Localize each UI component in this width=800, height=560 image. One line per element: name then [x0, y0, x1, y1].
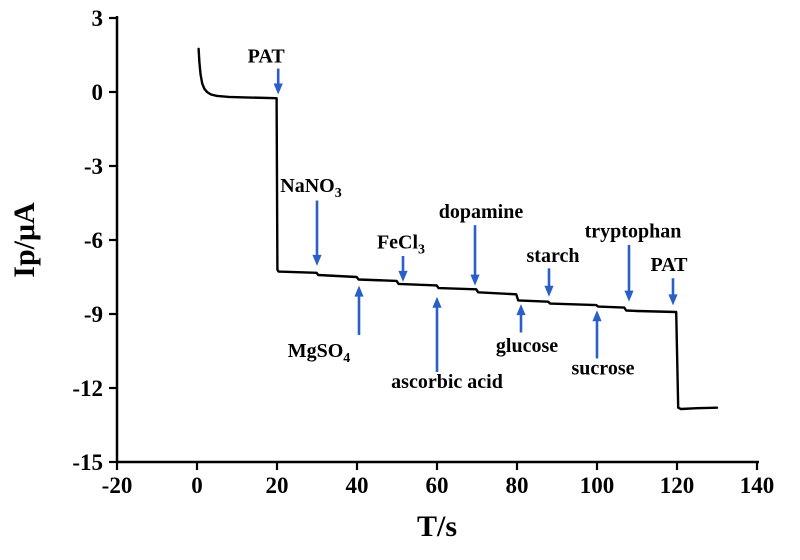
injection-arrow-head: [273, 83, 283, 95]
x-tick-label: -20: [102, 473, 133, 498]
annotation-label: sucrose: [572, 357, 635, 379]
injection-arrow-head: [354, 285, 364, 297]
annotation-tryptophan: tryptophan: [585, 221, 682, 302]
injection-arrow-head: [624, 290, 634, 302]
annotation-label: FeCl3: [377, 232, 425, 258]
x-tick-label: 100: [580, 473, 615, 498]
injection-arrow-head: [432, 296, 442, 308]
signal-trace: [197, 47, 719, 411]
injection-arrow-head: [668, 294, 678, 306]
y-tick-label: -15: [72, 450, 103, 475]
axes: -20 0 20 40 60 80 100 120 140 3 0 -3 -6 -9 -12 -15: [72, 6, 774, 498]
annotation-pat: PAT: [650, 254, 688, 306]
x-axis-title: T/s: [417, 510, 457, 543]
y-tick-label: -6: [84, 228, 103, 253]
annotation-starch: starch: [527, 245, 580, 297]
injection-arrow-head: [516, 304, 526, 316]
x-tick-label: 80: [506, 473, 529, 498]
y-tick-label: 3: [92, 6, 104, 31]
injection-arrow-head: [398, 270, 408, 282]
injection-arrow-head: [470, 274, 480, 286]
y-axis-title: Ip/μA: [8, 202, 41, 278]
annotation-label: dopamine: [439, 201, 524, 223]
annotation-label: starch: [527, 245, 580, 267]
injection-arrow-head: [544, 285, 554, 297]
annotation-ascorbic-acid: ascorbic acid: [391, 296, 503, 393]
annotation-mgso4: MgSO4: [288, 285, 364, 366]
x-tick-label: 120: [660, 473, 695, 498]
annotation-pat: PAT: [248, 45, 286, 95]
y-tick-label: 0: [92, 80, 104, 105]
annotation-nano3: NaNO3: [280, 175, 342, 266]
injection-arrow-head: [592, 310, 602, 322]
injection-arrow-head: [312, 254, 322, 266]
x-tick-label: 40: [346, 473, 369, 498]
x-tick-label: 140: [740, 473, 775, 498]
annotation-label: MgSO4: [288, 340, 351, 366]
annotation-label: PAT: [248, 45, 286, 67]
annotation-glucose: glucose: [496, 304, 558, 357]
y-tick-label: -12: [72, 376, 103, 401]
annotation-label: ascorbic acid: [391, 371, 503, 393]
annotation-label: glucose: [496, 335, 558, 357]
y-tick-label: -9: [84, 302, 103, 327]
x-tick-label: 60: [426, 473, 449, 498]
annotation-label: tryptophan: [585, 221, 682, 243]
annotation-sucrose: sucrose: [572, 310, 635, 379]
annotation-fecl3: FeCl3: [377, 232, 425, 282]
annotation-label: PAT: [650, 254, 688, 276]
y-tick-label: -3: [84, 154, 103, 179]
x-tick-label: 0: [191, 473, 203, 498]
annotation-dopamine: dopamine: [439, 201, 524, 286]
x-tick-label: 20: [266, 473, 289, 498]
annotation-label: NaNO3: [280, 175, 341, 201]
